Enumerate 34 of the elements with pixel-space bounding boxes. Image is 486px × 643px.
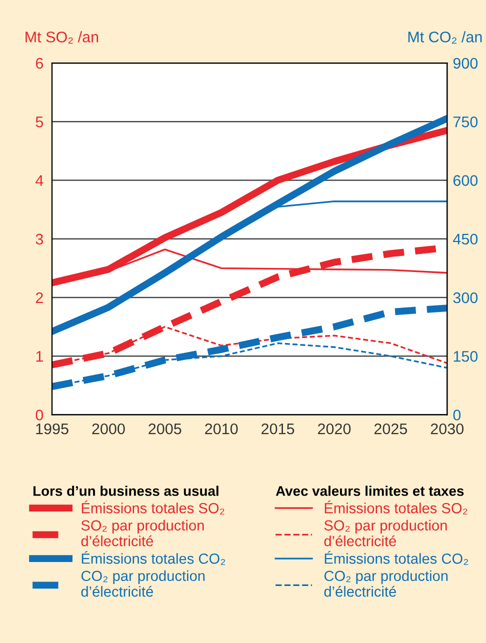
y-tick-label: 1 <box>36 351 43 362</box>
y2-tick-label: 600 <box>453 175 478 186</box>
y-axis-title: Mt SO₂ /an <box>26 31 98 44</box>
y-tick-label: 4 <box>36 175 44 186</box>
legend-label: Émissions totales CO₂ <box>82 551 226 565</box>
y2-tick-label: 150 <box>454 350 478 362</box>
legend-label: Émissions totales SO₂ <box>324 500 468 514</box>
legend-label: SO₂ par production d’électricité <box>324 520 447 546</box>
x-tick-label: 2025 <box>374 423 408 434</box>
y-tick-label: 5 <box>36 116 44 128</box>
legend-label: CO₂ par production d’électricité <box>81 570 205 597</box>
y-tick-label: 0 <box>36 410 44 420</box>
y2-tick-label: 300 <box>453 292 478 304</box>
y2-tick-label: 900 <box>453 58 478 69</box>
y-tick-label: 6 <box>36 58 43 69</box>
legend-label: Émissions totales CO₂ <box>324 551 468 565</box>
x-tick-label: 2010 <box>205 423 238 434</box>
legend-label: Émissions totales SO₂ <box>82 500 224 514</box>
x-tick-label: 1995 <box>36 423 68 434</box>
y-tick-label: 3 <box>36 234 43 245</box>
x-tick-label: 2005 <box>148 423 182 434</box>
legend-label: SO₂ par production d’électricité <box>81 520 204 546</box>
x-tick-label: 2000 <box>92 423 125 434</box>
y2-tick-label: 750 <box>453 116 478 128</box>
legend-label: CO₂ par production d’électricité <box>324 570 448 597</box>
y2-axis-title: Mt CO₂ /an <box>408 31 482 44</box>
y2-tick-label: 0 <box>453 410 461 420</box>
text: Avec valeurs limites et taxes <box>276 486 464 496</box>
x-tick-label: 2030 <box>430 423 464 434</box>
y-tick-label: 2 <box>36 292 43 304</box>
x-tick-label: 2015 <box>262 423 294 434</box>
x-tick-label: 2020 <box>318 423 351 434</box>
y2-tick-label: 450 <box>453 234 478 245</box>
text: Lors d’un business as usual <box>33 486 218 496</box>
